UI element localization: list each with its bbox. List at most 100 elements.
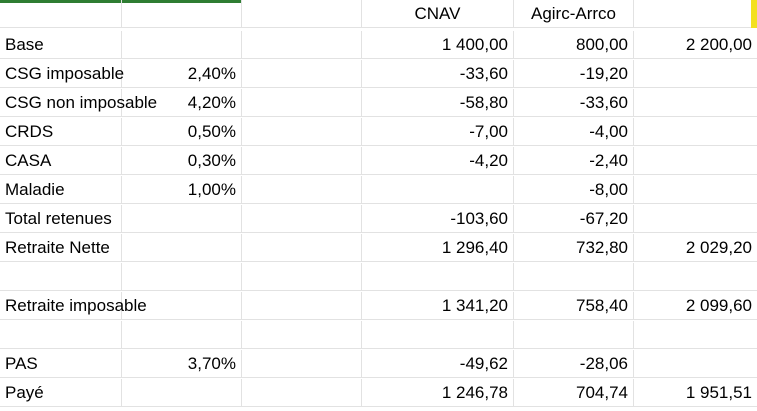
cell-cnav[interactable]: -33,60	[362, 60, 514, 88]
cell-cnav[interactable]: -4,20	[362, 147, 514, 175]
cell-agirc-arrco[interactable]: -4,00	[514, 118, 634, 146]
cell-empty[interactable]	[242, 292, 362, 320]
cell-label[interactable]: CSG non imposable	[0, 89, 157, 117]
cell-empty[interactable]	[242, 60, 362, 88]
cell-empty[interactable]	[242, 379, 362, 407]
cell-agirc-arrco[interactable]	[514, 263, 634, 291]
cell-agirc-arrco[interactable]: 732,80	[514, 234, 634, 262]
highlighted-cell-edge	[751, 0, 757, 28]
cell-agirc-arrco[interactable]: -28,06	[514, 350, 634, 378]
cell-total[interactable]	[634, 205, 757, 233]
table-row: CASA 0,30% -4,20 -2,40	[0, 147, 757, 176]
cell-cnav[interactable]: -103,60	[362, 205, 514, 233]
cell-total[interactable]	[634, 350, 757, 378]
cell-cnav[interactable]	[362, 263, 514, 291]
cell-label[interactable]: PAS	[0, 350, 122, 378]
cell-agirc-arrco[interactable]: 758,40	[514, 292, 634, 320]
cell-empty[interactable]	[242, 176, 362, 204]
cell-rate[interactable]	[122, 234, 242, 262]
cell-empty[interactable]	[242, 89, 362, 117]
cell-agirc-arrco[interactable]: -8,00	[514, 176, 634, 204]
cell-empty[interactable]	[242, 31, 362, 59]
cell-rate[interactable]: 1,00%	[122, 176, 242, 204]
cell-empty[interactable]	[242, 205, 362, 233]
cell-empty[interactable]	[242, 321, 362, 349]
cell-rate[interactable]	[122, 379, 242, 407]
cell-cnav[interactable]: -58,80	[362, 89, 514, 117]
cell-agirc-arrco[interactable]: -2,40	[514, 147, 634, 175]
cell-total[interactable]	[634, 89, 757, 117]
cell-label[interactable]: Total retenues	[0, 205, 122, 233]
cell-label[interactable]: Retraite imposable	[0, 292, 147, 320]
cell-F1[interactable]	[634, 0, 757, 28]
table-row: Payé 1 246,78 704,74 1 951,51	[0, 379, 757, 408]
cell-label[interactable]: Maladie	[0, 176, 122, 204]
table-row: Total retenues -103,60 -67,20	[0, 205, 757, 234]
cell-empty[interactable]	[242, 147, 362, 175]
cell-total[interactable]	[634, 147, 757, 175]
cell-cnav[interactable]: 1 296,40	[362, 234, 514, 262]
cell-empty[interactable]	[242, 263, 362, 291]
header-row: CNAV Agirc-Arrco	[0, 0, 757, 29]
cell-total[interactable]: 2 200,00	[634, 31, 757, 59]
table-row: CSG non imposable 4,20% -58,80 -33,60	[0, 89, 757, 118]
cell-label[interactable]: Retraite Nette	[0, 234, 122, 262]
cell-agirc-arrco[interactable]: -19,20	[514, 60, 634, 88]
cell-rate[interactable]	[122, 263, 242, 291]
cell-cnav[interactable]: 1 400,00	[362, 31, 514, 59]
cell-cnav[interactable]: -7,00	[362, 118, 514, 146]
cell-rate[interactable]	[122, 31, 242, 59]
cell-label[interactable]	[0, 263, 122, 291]
cell-empty[interactable]	[242, 118, 362, 146]
table-row	[0, 263, 757, 292]
cell-label[interactable]: CSG imposable	[0, 60, 124, 88]
cell-total[interactable]: 1 951,51	[634, 379, 757, 407]
cell-label[interactable]: CRDS	[0, 118, 122, 146]
cell-header-cnav[interactable]: CNAV	[362, 0, 514, 28]
cell-A1[interactable]	[0, 0, 122, 28]
table-row: CRDS 0,50% -7,00 -4,00	[0, 118, 757, 147]
cell-agirc-arrco[interactable]: 800,00	[514, 31, 634, 59]
cell-agirc-arrco[interactable]	[514, 321, 634, 349]
cell-label[interactable]: CASA	[0, 147, 122, 175]
cell-rate[interactable]: 4,20%	[122, 89, 242, 117]
cell-rate[interactable]: 0,50%	[122, 118, 242, 146]
cell-total[interactable]	[634, 321, 757, 349]
cell-cnav[interactable]: 1 246,78	[362, 379, 514, 407]
cell-C1[interactable]	[242, 0, 362, 28]
cell-rate[interactable]: 2,40%	[122, 60, 242, 88]
cell-rate[interactable]	[122, 321, 242, 349]
cell-rate[interactable]: 0,30%	[122, 147, 242, 175]
table-row: PAS 3,70% -49,62 -28,06	[0, 350, 757, 379]
cell-B1[interactable]	[122, 0, 242, 28]
cell-label[interactable]	[0, 321, 122, 349]
cell-empty[interactable]	[242, 350, 362, 378]
cell-total[interactable]: 2 099,60	[634, 292, 757, 320]
cell-total[interactable]	[634, 176, 757, 204]
cell-label[interactable]: Base	[0, 31, 122, 59]
cell-rate[interactable]	[122, 292, 242, 320]
cell-total[interactable]	[634, 263, 757, 291]
table-row: CSG imposable 2,40% -33,60 -19,20	[0, 60, 757, 89]
cell-agirc-arrco[interactable]: -33,60	[514, 89, 634, 117]
cell-cnav[interactable]: -49,62	[362, 350, 514, 378]
cell-cnav[interactable]: 1 341,20	[362, 292, 514, 320]
cell-total[interactable]	[634, 60, 757, 88]
cell-empty[interactable]	[242, 234, 362, 262]
cell-cnav[interactable]	[362, 321, 514, 349]
cell-header-agirc-arrco[interactable]: Agirc-Arrco	[514, 0, 634, 28]
cell-rate[interactable]: 3,70%	[122, 350, 242, 378]
cell-total[interactable]	[634, 118, 757, 146]
table-row: Maladie 1,00% -8,00	[0, 176, 757, 205]
cell-label[interactable]: Payé	[0, 379, 122, 407]
cell-agirc-arrco[interactable]: -67,20	[514, 205, 634, 233]
cell-rate[interactable]	[122, 205, 242, 233]
table-row	[0, 321, 757, 350]
cell-cnav[interactable]	[362, 176, 514, 204]
cell-agirc-arrco[interactable]: 704,74	[514, 379, 634, 407]
table-row: Base 1 400,00 800,00 2 200,00	[0, 31, 757, 60]
table-row: Retraite Nette 1 296,40 732,80 2 029,20	[0, 234, 757, 263]
cell-total[interactable]: 2 029,20	[634, 234, 757, 262]
table-row: Retraite imposable 1 341,20 758,40 2 099,60	[0, 292, 757, 321]
